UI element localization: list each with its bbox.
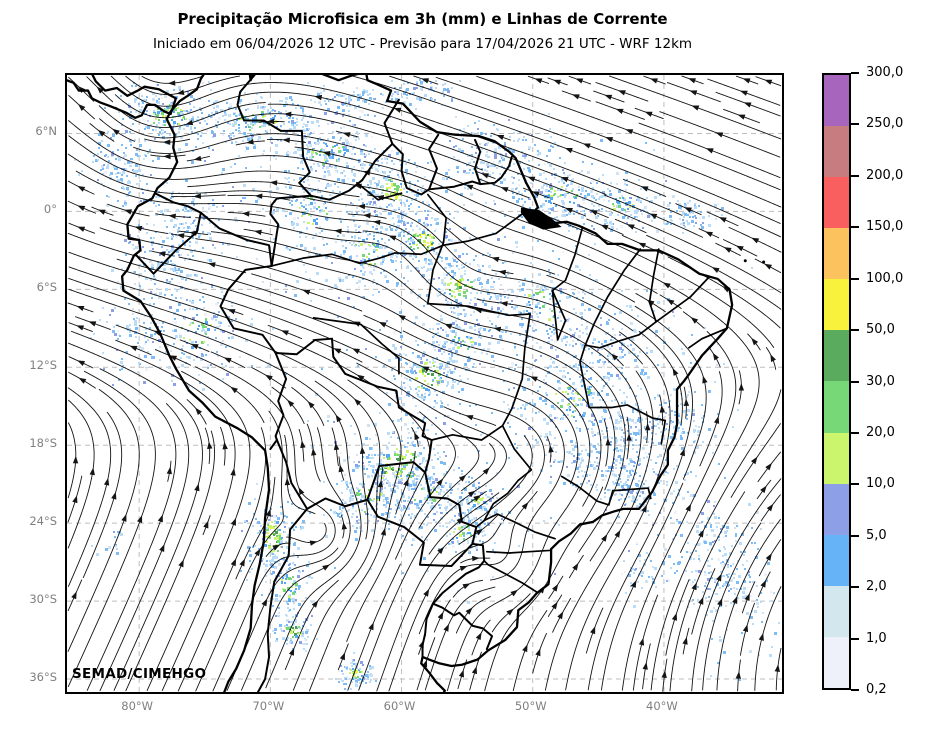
colorbar-tick (851, 483, 859, 486)
colorbar-segment (824, 177, 849, 229)
colorbar-tick (851, 534, 859, 537)
colorbar-tick (851, 380, 859, 383)
colorbar-tick-label: 250,0 (866, 116, 904, 132)
colorbar-tick-label: 10,0 (866, 476, 895, 492)
colorbar-segment (824, 279, 849, 331)
colorbar-segment (824, 330, 849, 382)
colorbar-tick (851, 586, 859, 589)
lat-tick-label: 0° (43, 202, 57, 217)
colorbar-tick (851, 637, 859, 640)
colorbar-tick-label: 200,0 (866, 167, 904, 183)
colorbar-tick-label: 2,0 (866, 579, 887, 595)
lat-tick-label: 6°S (36, 280, 57, 295)
colorbar-tick-label: 100,0 (866, 270, 904, 286)
colorbar-tick (851, 123, 859, 126)
colorbar-tick-label: 150,0 (866, 219, 904, 235)
colorbar-tick-label: 5,0 (866, 527, 887, 543)
lat-tick-label: 36°S (29, 670, 57, 684)
colorbar-segment (824, 585, 849, 637)
colorbar-tick-label: 1,0 (866, 630, 887, 646)
map-canvas (67, 75, 782, 692)
colorbar-tick-label: 0,2 (866, 682, 887, 697)
colorbar-tick (851, 329, 859, 332)
colorbar-segment (824, 432, 849, 484)
lat-tick-label: 18°S (29, 436, 57, 451)
colorbar-tick-label: 30,0 (866, 373, 895, 389)
colorbar-segment (824, 483, 849, 535)
colorbar-tick (851, 689, 859, 691)
lon-tick-label: 40°W (646, 699, 678, 713)
colorbar-segment (824, 636, 849, 688)
colorbar-tick (851, 72, 859, 74)
map-plot-area: SEMAD/CIMEHGO (65, 73, 784, 694)
chart-title: Precipitação Microfisica em 3h (mm) e Li… (177, 10, 668, 28)
colorbar-tick (851, 226, 859, 229)
colorbar (822, 73, 851, 690)
colorbar-segment (824, 534, 849, 586)
watermark-label: SEMAD/CIMEHGO (72, 666, 207, 682)
colorbar-tick (851, 431, 859, 434)
lon-tick-label: 50°W (514, 699, 547, 713)
colorbar-tick (851, 174, 859, 177)
chart-subtitle: Iniciado em 06/04/2026 12 UTC - Previsão… (152, 36, 693, 52)
colorbar-segment (824, 381, 849, 433)
lat-tick-label: 30°S (29, 592, 57, 607)
lat-tick-label: 24°S (29, 514, 57, 529)
lon-tick-label: 70°W (252, 699, 285, 713)
lat-tick-label: 12°S (29, 358, 57, 373)
colorbar-tick-label: 300,0 (866, 65, 904, 80)
lon-tick-label: 60°W (383, 699, 416, 713)
colorbar-segment (824, 228, 849, 280)
colorbar-tick (851, 277, 859, 280)
colorbar-segment (824, 75, 849, 127)
colorbar-tick-label: 20,0 (866, 424, 895, 440)
lat-tick-label: 6°N (35, 124, 57, 139)
colorbar-tick-label: 50,0 (866, 322, 895, 338)
lon-tick-label: 80°W (121, 699, 154, 713)
colorbar-segment (824, 126, 849, 178)
